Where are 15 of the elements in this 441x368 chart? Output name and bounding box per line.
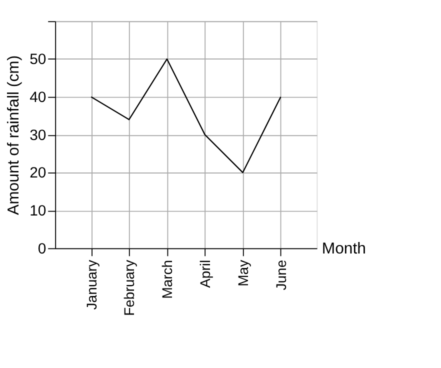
x-tick-label: March (159, 260, 176, 299)
y-tick-label: 0 (38, 240, 46, 258)
y-tick-label: 20 (30, 164, 46, 182)
x-tick-label: May (234, 260, 251, 286)
x-tick-label: June (272, 260, 289, 290)
x-tick-label: April (197, 260, 214, 288)
line-series (90, 58, 282, 174)
y-tick-label: 10 (30, 202, 46, 220)
x-axis-title: Month (322, 240, 366, 258)
y-tick-label: 50 (30, 51, 46, 68)
x-tick-label: February (121, 260, 138, 316)
x-tick-label: January (83, 260, 100, 310)
y-tick-label: 30 (30, 126, 46, 144)
y-axis-title: Amount of rainfall (cm) (5, 55, 22, 216)
y-tick-label: 40 (30, 89, 46, 106)
